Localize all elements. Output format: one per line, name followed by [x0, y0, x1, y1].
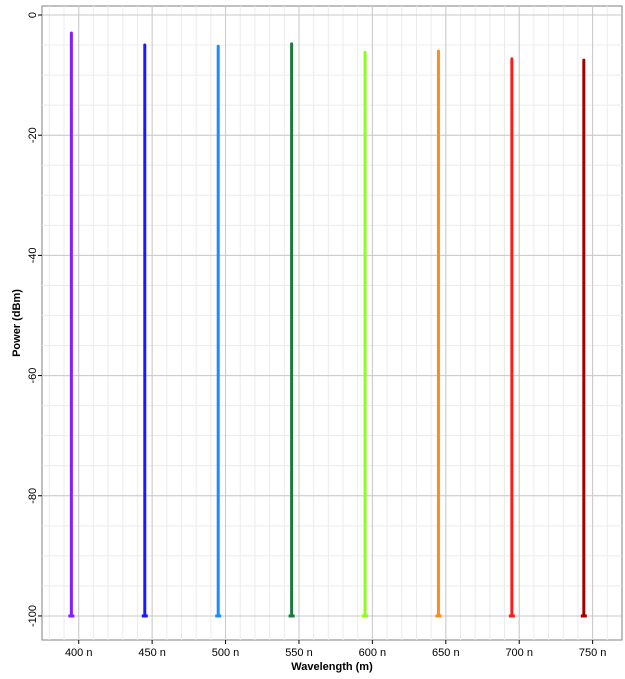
x-axis-title: Wavelength (m): [291, 661, 373, 673]
spectral-line-5: [362, 50, 369, 618]
axis-ticks: 400 n 450 n 500 n 550 n 600 n 650 n 700 n 750 n…: [27, 12, 606, 659]
series-group: [68, 31, 587, 618]
y-tick-label: -20: [27, 127, 39, 143]
plot-background: [41, 5, 623, 641]
y-tick-label: -80: [27, 488, 39, 504]
x-tick-label: 400 n: [65, 647, 93, 659]
spectral-line-7: [508, 57, 515, 618]
spectral-line-8: [580, 58, 587, 618]
y-tick-label: -100: [27, 605, 39, 627]
y-axis-title: Power (dBm): [11, 289, 23, 357]
spectral-line-3: [215, 44, 222, 618]
y-tick-label: -40: [27, 247, 39, 263]
spectral-line-2: [141, 43, 148, 618]
spectral-line-4: [288, 42, 295, 618]
x-tick-label: 700 n: [505, 647, 533, 659]
spectral-line-6: [435, 49, 442, 618]
x-tick-label: 450 n: [138, 647, 166, 659]
y-tick-label: 0: [27, 12, 39, 18]
x-tick-label: 500 n: [212, 647, 240, 659]
x-tick-label: 750 n: [579, 647, 607, 659]
x-tick-label: 550 n: [285, 647, 313, 659]
x-tick-label: 600 n: [359, 647, 387, 659]
y-tick-label: -60: [27, 368, 39, 384]
spectral-line-1: [68, 31, 75, 618]
x-tick-label: 650 n: [432, 647, 460, 659]
grid: [42, 6, 622, 640]
